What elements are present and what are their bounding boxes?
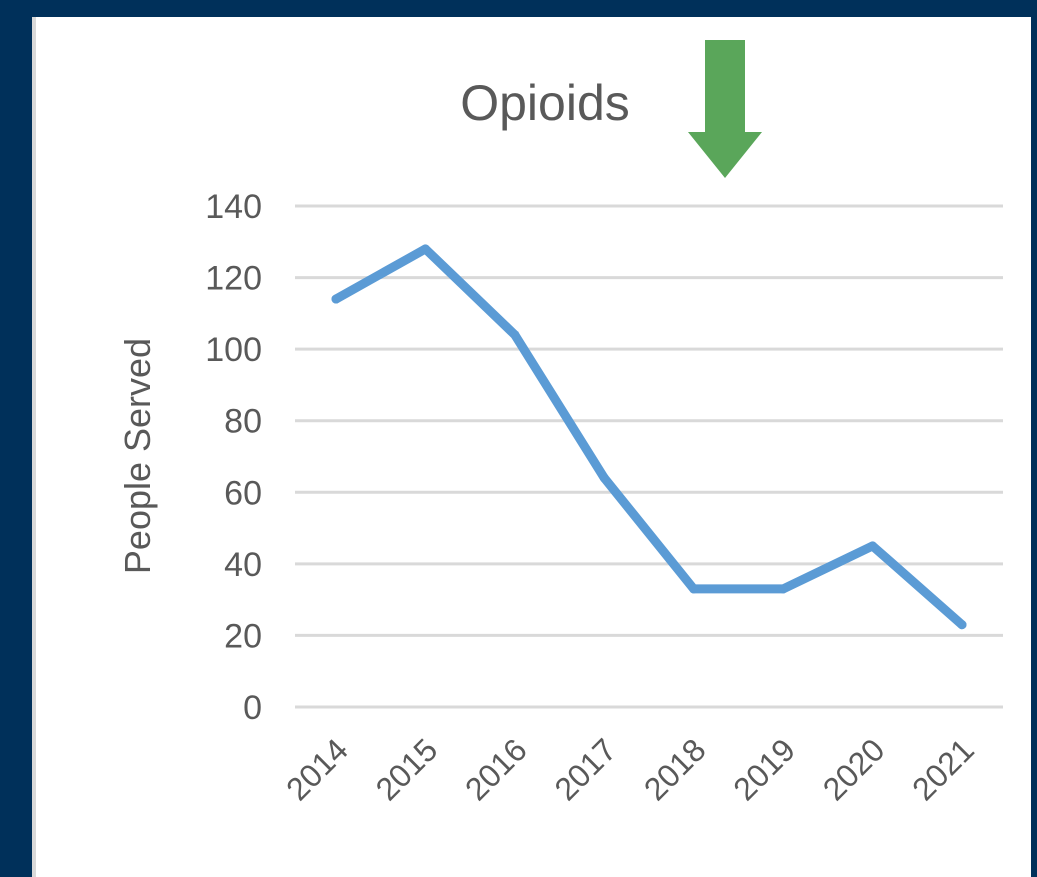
x-tick-label: 2019 bbox=[726, 731, 802, 807]
x-tick-label: 2020 bbox=[816, 731, 892, 807]
y-axis-label: People Served bbox=[117, 338, 158, 574]
series-layer bbox=[331, 244, 967, 630]
series-line bbox=[331, 244, 967, 630]
data-point-2018 bbox=[689, 584, 699, 594]
x-tick-label: 2021 bbox=[905, 731, 981, 807]
x-tick-label: 2014 bbox=[279, 731, 355, 807]
data-point-2020 bbox=[868, 541, 878, 551]
y-tick-label: 120 bbox=[205, 260, 262, 298]
x-tick-label: 2018 bbox=[637, 731, 713, 807]
data-point-2014 bbox=[331, 294, 341, 304]
chart-title: Opioids bbox=[460, 75, 630, 131]
y-tick-label: 60 bbox=[224, 474, 262, 512]
y-tick-label: 140 bbox=[205, 188, 262, 226]
y-axis-ticks: 0 20 40 60 80 100 120 140 bbox=[205, 188, 262, 727]
x-tick-label: 2016 bbox=[458, 731, 534, 807]
down-arrow-icon bbox=[688, 40, 762, 178]
data-point-2021 bbox=[957, 620, 967, 630]
data-point-2016 bbox=[510, 330, 520, 340]
chart-panel bbox=[32, 17, 1031, 877]
data-point-2015 bbox=[420, 244, 430, 254]
y-tick-label: 20 bbox=[224, 617, 262, 655]
data-point-2017 bbox=[599, 473, 609, 483]
y-tick-label: 100 bbox=[205, 331, 262, 369]
y-tick-label: 40 bbox=[224, 546, 262, 584]
y-tick-label: 0 bbox=[243, 689, 262, 727]
y-tick-label: 80 bbox=[224, 403, 262, 441]
gridlines bbox=[295, 204, 1003, 709]
data-point-2019 bbox=[778, 584, 788, 594]
x-tick-label: 2015 bbox=[369, 731, 445, 807]
x-axis-ticks: 2014 2015 2016 2017 2018 2019 2020 2021 bbox=[279, 731, 981, 807]
x-tick-label: 2017 bbox=[547, 731, 623, 807]
